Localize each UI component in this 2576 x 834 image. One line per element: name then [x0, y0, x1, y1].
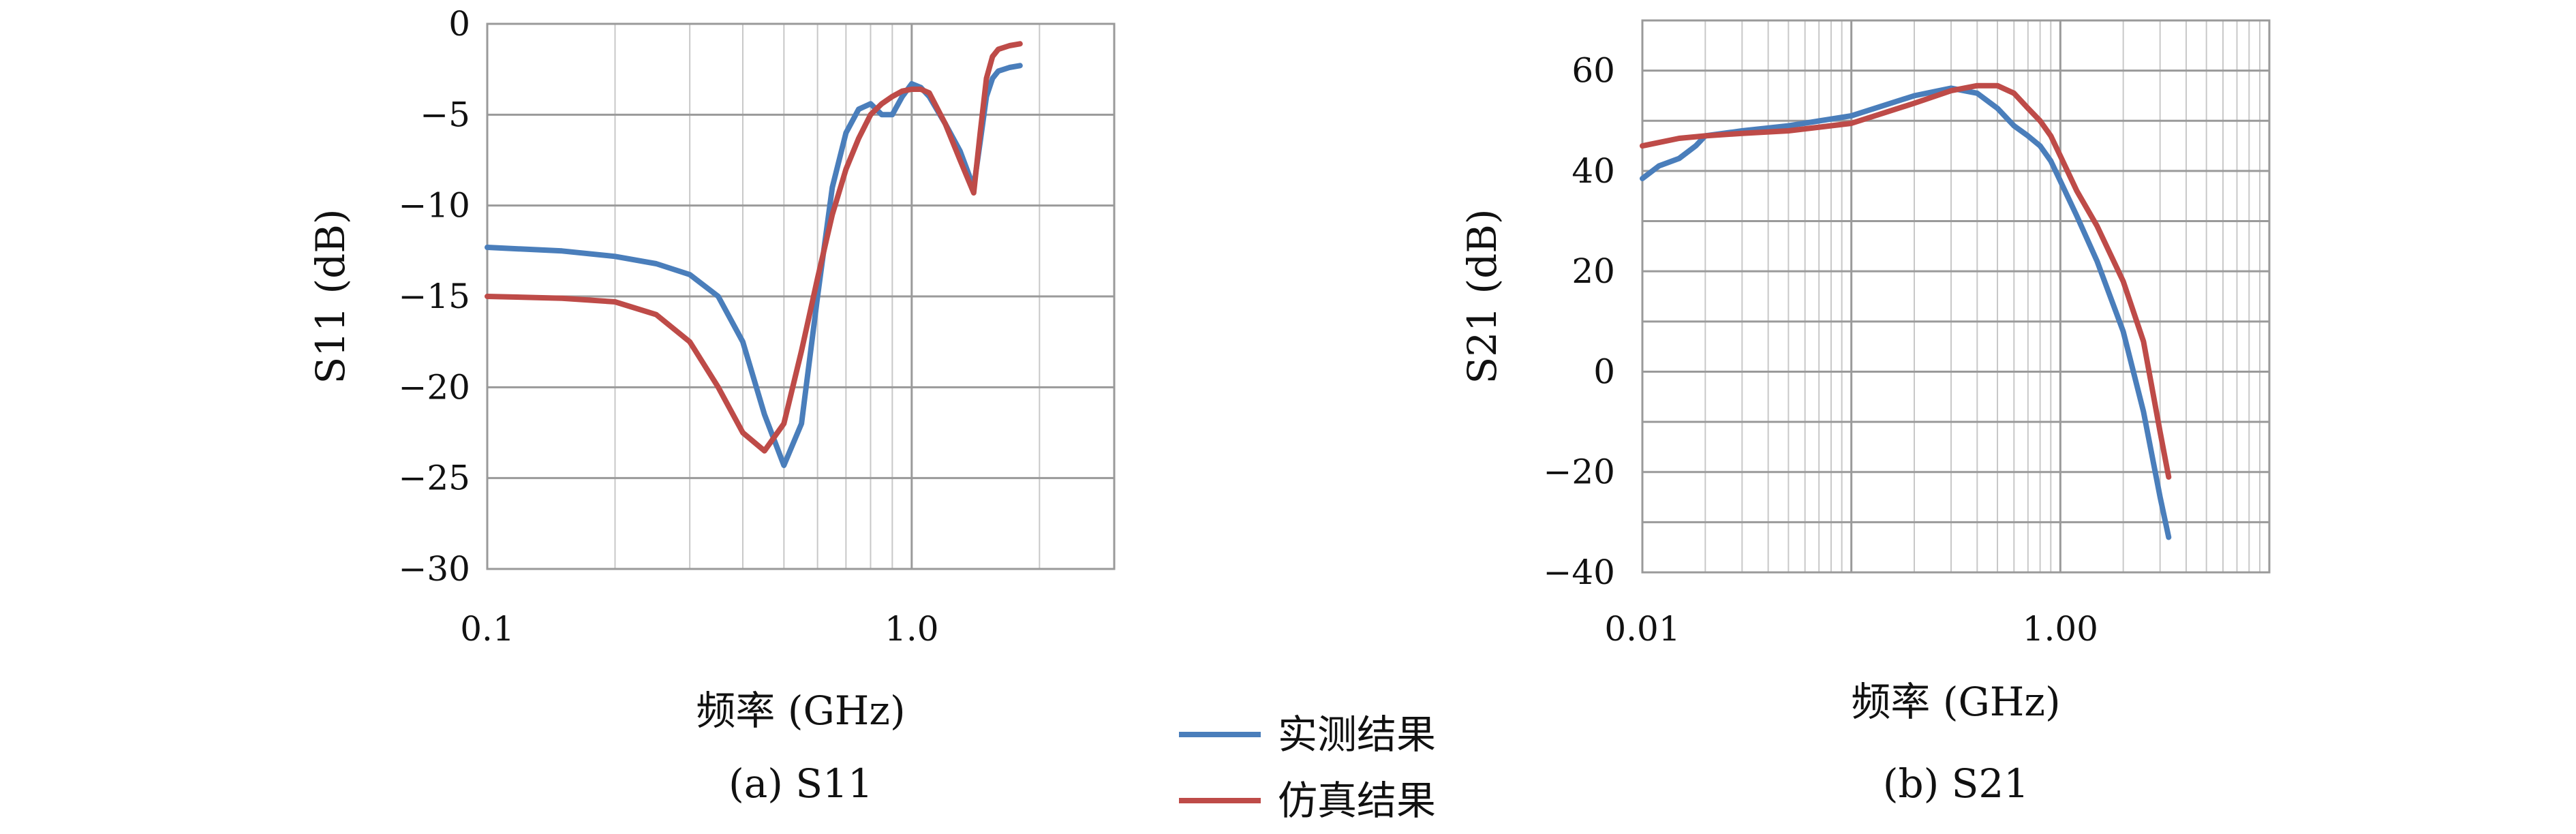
- chart-s11-grid: [486, 22, 1115, 570]
- chart-s11-x-tick-label: 0.1: [460, 609, 515, 649]
- chart-s21-plot-area: [1641, 19, 2271, 574]
- chart-s21-y-tick-label: −40: [1543, 553, 1615, 592]
- chart-s11-series-simulated: [485, 41, 1023, 454]
- chart-s11-y-tick-label: −25: [398, 459, 470, 498]
- chart-s21-series: [1640, 82, 2172, 540]
- legend-label-simulated: 仿真结果: [1278, 777, 1436, 824]
- chart-s21-x-tick-label: 0.01: [1604, 609, 1680, 649]
- chart-s21-y-axis-label: S21 (dB): [1459, 209, 1505, 384]
- chart-s21-y-ticks: 60 40 20 0 −20 −40: [1543, 51, 1615, 592]
- chart-s21-y-tick-label: 0: [1593, 352, 1615, 391]
- chart-s11-y-axis-label: S11 (dB): [307, 209, 354, 384]
- chart-s11-y-tick-label: −5: [420, 95, 470, 134]
- chart-s21-caption: (b) S21: [1883, 760, 2029, 807]
- chart-s21-x-axis-label: 频率 (GHz): [1851, 679, 2060, 725]
- chart-s11: 0 −5 −10 −15 −20 −25 −30 0.1 1.0 S11 (dB) 频率 (G…: [307, 4, 1116, 807]
- chart-s21-y-tick-label: 40: [1571, 151, 1615, 191]
- chart-s11-series: [485, 41, 1023, 468]
- chart-s21: 60 40 20 0 −20 −40 0.01 1.00 S21 (dB) 频率 (GHz)…: [1459, 19, 2271, 807]
- chart-s21-y-tick-label: 20: [1571, 251, 1615, 291]
- chart-s11-y-tick-label: −15: [398, 277, 470, 316]
- chart-s11-y-tick-label: −20: [398, 367, 470, 407]
- chart-s11-caption: (a) S11: [729, 760, 873, 807]
- chart-s11-y-tick-label: −10: [398, 186, 470, 226]
- legend: 实测结果 仿真结果: [1179, 711, 1436, 824]
- chart-s21-x-ticks: 0.01 1.00: [1604, 609, 2098, 649]
- chart-s11-x-axis-label: 频率 (GHz): [696, 688, 905, 734]
- chart-s21-grid: [1641, 19, 2269, 574]
- chart-s11-x-tick-label: 1.0: [885, 609, 939, 649]
- chart-s21-x-tick-label: 1.00: [2023, 609, 2098, 649]
- chart-s21-series-measured: [1640, 85, 2172, 540]
- chart-s21-y-tick-label: −20: [1543, 452, 1615, 492]
- chart-s11-y-tick-label: 0: [448, 4, 470, 44]
- chart-s11-y-ticks: 0 −5 −10 −15 −20 −25 −30: [398, 4, 470, 589]
- chart-s21-y-tick-label: 60: [1571, 51, 1615, 91]
- chart-s11-x-ticks: 0.1 1.0: [460, 609, 938, 649]
- chart-s11-series-measured: [485, 63, 1023, 468]
- chart-s21-series-simulated: [1640, 82, 2172, 480]
- legend-label-measured: 实测结果: [1278, 711, 1436, 758]
- chart-s11-y-tick-label: −30: [398, 549, 470, 589]
